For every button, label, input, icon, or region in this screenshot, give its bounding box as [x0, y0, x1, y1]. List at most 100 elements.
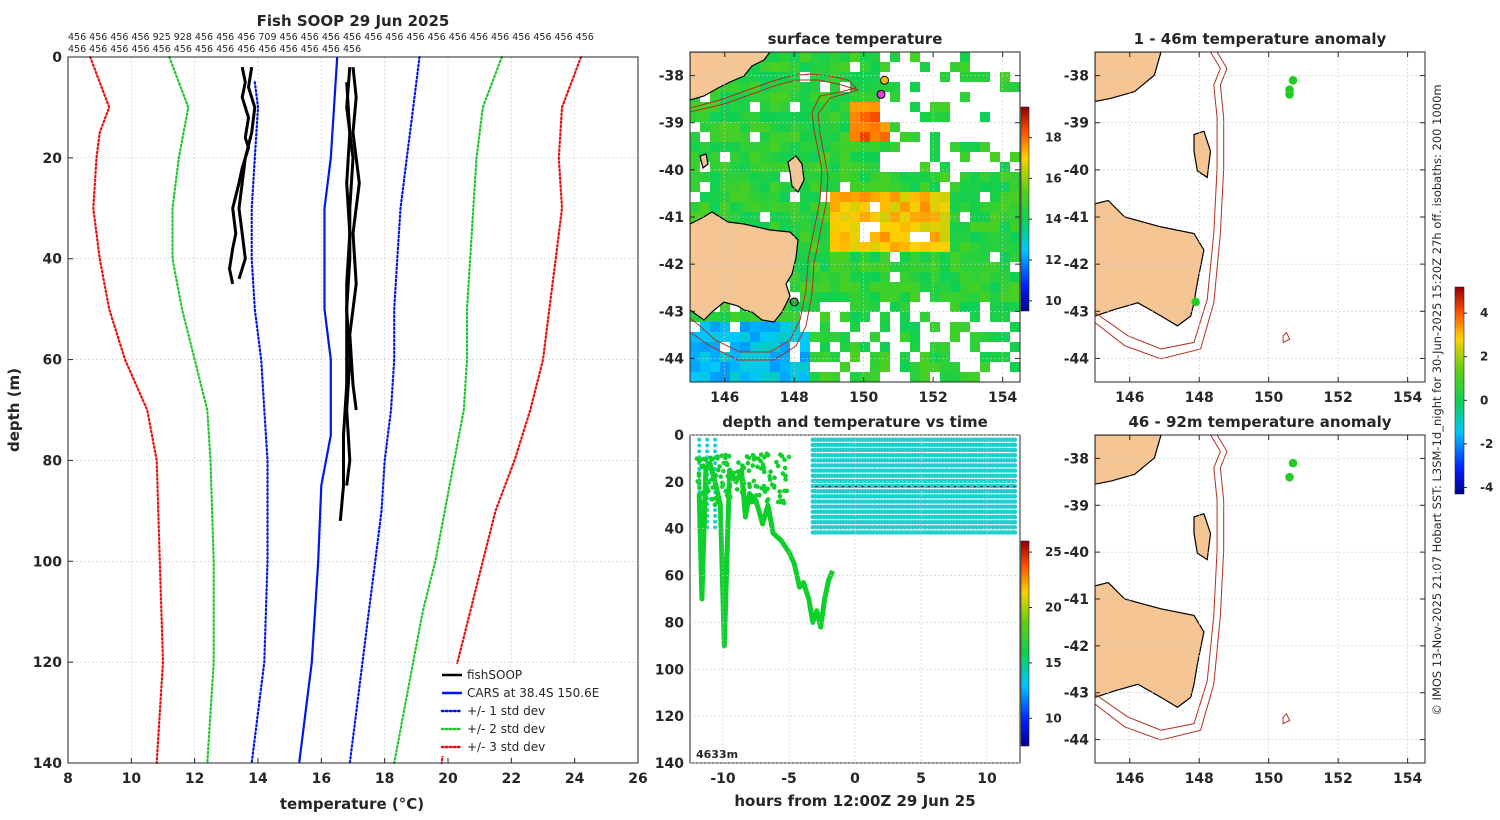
sst-cell [870, 172, 880, 182]
sst-cell [780, 112, 790, 122]
sst-cell [850, 202, 860, 212]
sst-cell [760, 102, 770, 112]
sst-cell [860, 122, 870, 132]
sst-cell [860, 192, 870, 202]
sst-cell [820, 332, 830, 342]
surface-map-ytick-label: -40 [659, 163, 685, 179]
sst-cell [980, 352, 990, 362]
sst-cell [930, 142, 940, 152]
sst-cell [900, 272, 910, 282]
sst-cell [940, 162, 950, 172]
surface-map-ytick-label: -42 [659, 257, 684, 273]
sst-cell [810, 232, 820, 242]
sst-cell [950, 62, 960, 72]
sst-cell [790, 122, 800, 132]
sst-cell [890, 192, 900, 202]
sst-cell [900, 222, 910, 232]
cyan-point [1012, 494, 1018, 499]
sst-cell [750, 72, 760, 82]
sst-cell [770, 362, 780, 372]
sst-cell [980, 202, 990, 212]
sst-cell [700, 112, 710, 122]
sst-cell [710, 192, 720, 202]
sst-cell [880, 262, 890, 272]
sst-cell [860, 302, 870, 312]
sst-cell [720, 142, 730, 152]
sst-cell [800, 342, 810, 352]
sst-cell [960, 62, 970, 72]
sst-cell [730, 362, 740, 372]
sst-cell [780, 142, 790, 152]
sst-cell [770, 152, 780, 162]
sst-cell [920, 192, 930, 202]
sst-cell [760, 192, 770, 202]
green-point [718, 474, 724, 479]
sst-cell [850, 192, 860, 202]
green-point [723, 455, 728, 461]
depth-time-colorbar-ticks: 10 15 20 25 [1029, 545, 1062, 725]
sst-cell [870, 102, 880, 112]
sst-cell [820, 132, 830, 142]
sst-cell [960, 92, 970, 102]
sst-cell [1000, 282, 1010, 292]
colorbar-tick-label: -4 [1480, 480, 1493, 494]
sst-cell [980, 182, 990, 192]
sst-cell [870, 252, 880, 262]
sst-cell [820, 232, 830, 242]
sst-cell [930, 222, 940, 232]
sst-cell [810, 302, 820, 312]
sst-cell [880, 212, 890, 222]
sst-cell [830, 332, 840, 342]
sst-cell [820, 352, 830, 362]
green-point [783, 477, 788, 482]
sst-cell [1010, 342, 1020, 352]
sst-cell [990, 152, 1000, 162]
sst-cell [730, 172, 740, 182]
sst-cell [980, 272, 990, 282]
sst-cell [960, 252, 970, 262]
sst-cell [840, 362, 850, 372]
sst-cell [920, 162, 930, 172]
sst-cell [930, 182, 940, 192]
sst-cell [820, 162, 830, 172]
sst-cell [740, 82, 750, 92]
sst-cell [860, 112, 870, 122]
ship-point [880, 75, 890, 85]
green-point [715, 456, 720, 461]
sst-cell [850, 282, 860, 292]
sst-cell [760, 182, 770, 192]
sst-cell [730, 372, 740, 382]
sst-cell [770, 102, 780, 112]
legend-label: CARS at 38.4S 150.6E [467, 686, 599, 700]
sst-cell [830, 142, 840, 152]
sst-cell [740, 122, 750, 132]
anomaly-deep-title: 46 - 92m temperature anomaly [1128, 413, 1391, 431]
green-point [760, 462, 766, 467]
sst-cell [880, 62, 890, 72]
sst-cell [790, 262, 800, 272]
cyan-point [1012, 452, 1018, 458]
sst-cell [870, 242, 880, 252]
sst-cell [780, 352, 790, 362]
land [690, 52, 805, 323]
sst-cell [970, 242, 980, 252]
mainland-australia [690, 52, 771, 101]
sst-cell [810, 72, 820, 82]
sst-cell [920, 372, 930, 382]
sst-cell [730, 132, 740, 142]
sst-cell [950, 332, 960, 342]
sst-cell [930, 172, 940, 182]
sst-cell [820, 252, 830, 262]
anomaly-colorbar [1454, 286, 1465, 495]
sst-cell [770, 92, 780, 102]
sst-cell [880, 292, 890, 302]
cyan-point [1012, 530, 1018, 535]
sst-cell [790, 322, 800, 332]
surface-map-ytick-label: -39 [659, 116, 684, 132]
sst-cell [690, 132, 700, 142]
sst-cell [910, 102, 920, 112]
profile-series [89, 55, 583, 765]
sst-cell [1000, 182, 1010, 192]
green-point [715, 467, 721, 473]
sst-cell [1010, 362, 1020, 372]
